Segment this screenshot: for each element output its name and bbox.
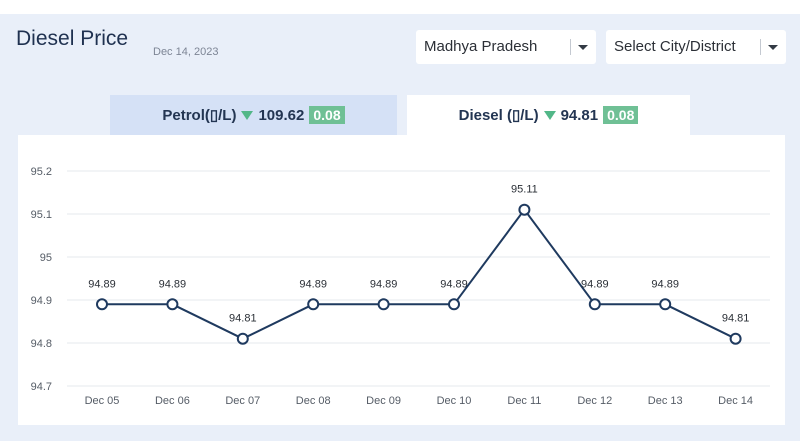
- trend-down-icon: [543, 110, 556, 120]
- data-point: [166, 298, 179, 311]
- data-label: 94.81: [229, 313, 257, 325]
- select-divider: [760, 39, 761, 55]
- select-divider: [570, 39, 571, 55]
- page-title: Diesel Price: [16, 27, 129, 50]
- y-tick-label: 94.8: [31, 338, 52, 350]
- tab-diesel[interactable]: Diesel (▯/L) 94.81 0.08: [407, 95, 690, 135]
- y-tick-label: 95.2: [31, 166, 52, 178]
- x-tick-label: Dec 06: [155, 395, 190, 407]
- data-point: [236, 332, 249, 345]
- data-point: [659, 298, 672, 311]
- x-tick-label: Dec 09: [366, 395, 401, 407]
- data-point: [96, 298, 108, 311]
- data-label: 94.89: [370, 278, 398, 290]
- price-line-chart: 94.7 94.8 94.9 95 95.1 95.2 Dec 05 Dec 06 Dec 07…: [31, 166, 770, 407]
- tab-petrol-price: 109.62: [258, 106, 305, 124]
- city-select-placeholder: Select City/District: [614, 38, 736, 55]
- change-badge: 0.08: [603, 106, 639, 124]
- data-point: [588, 298, 601, 311]
- y-tick-label: 94.7: [31, 381, 52, 393]
- x-tick-label: Dec 11: [507, 395, 541, 407]
- data-label: 94.89: [88, 278, 116, 290]
- series-line: [102, 208, 737, 340]
- state-select-value: Madhya Pradesh: [424, 38, 538, 55]
- x-tick-label: Dec 05: [85, 395, 120, 407]
- data-point: [729, 332, 742, 345]
- x-tick-label: Dec 13: [648, 395, 683, 407]
- data-label: 94.81: [722, 313, 750, 325]
- tab-petrol[interactable]: Petrol(▯/L) 109.62 0.08: [110, 95, 397, 135]
- price-date: Dec 14, 2023: [153, 46, 219, 58]
- data-point: [307, 298, 320, 311]
- x-tick-label: Dec 14: [718, 395, 753, 407]
- y-tick-label: 95.1: [31, 209, 52, 221]
- chevron-down-icon[interactable]: [768, 45, 778, 50]
- city-select[interactable]: Select City/District: [606, 30, 786, 64]
- tab-diesel-label: Diesel (▯/L): [458, 107, 539, 124]
- data-point: [377, 298, 390, 311]
- trend-down-icon: [241, 110, 254, 120]
- x-tick-label: Dec 12: [577, 395, 612, 407]
- data-label: 94.89: [440, 278, 468, 290]
- data-label: 94.89: [159, 278, 187, 290]
- tab-petrol-label: Petrol(▯/L): [162, 107, 237, 124]
- y-tick-label: 95: [40, 252, 52, 264]
- chevron-down-icon[interactable]: [578, 45, 588, 50]
- x-tick-label: Dec 08: [296, 395, 331, 407]
- data-label: 94.89: [651, 278, 679, 290]
- change-badge: 0.08: [309, 106, 345, 124]
- data-label: 94.89: [299, 278, 327, 290]
- data-label: 95.11: [511, 184, 538, 196]
- data-label: 94.89: [581, 278, 609, 290]
- y-tick-label: 94.9: [31, 295, 52, 307]
- x-tick-label: Dec 07: [225, 395, 260, 407]
- x-tick-label: Dec 10: [437, 395, 472, 407]
- data-point: [448, 298, 460, 311]
- tab-diesel-price: 94.81: [560, 106, 599, 124]
- data-point: [518, 203, 531, 216]
- state-select[interactable]: Madhya Pradesh: [416, 30, 596, 64]
- chart-area: 94.7 94.8 94.9 95 95.1 95.2 Dec 05 Dec 06 Dec 07…: [18, 135, 785, 425]
